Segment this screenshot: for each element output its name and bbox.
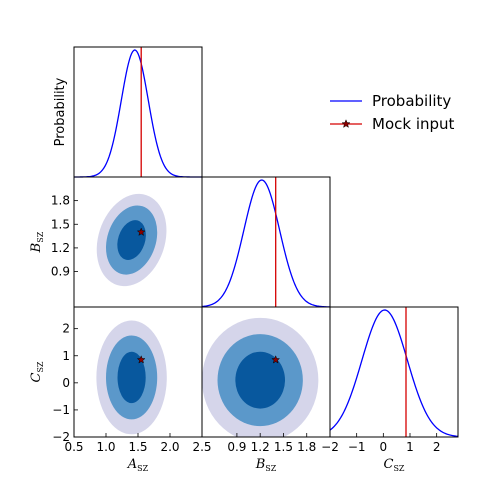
- y-axis-c: −2 −1 0 1 2: [52, 322, 78, 444]
- y-tick-label: 1.2: [51, 241, 70, 255]
- contour-panel-a-c: [73, 306, 203, 438]
- svg-text:BSZ: BSZ: [29, 231, 45, 253]
- legend-mock-input-label: Mock input: [372, 115, 455, 133]
- mock-input-star: [136, 355, 146, 364]
- x-axis-b: 0.9 1.2 1.5 1.8: [227, 433, 316, 454]
- svg-text:BSZ: BSZ: [255, 457, 277, 473]
- contour-panel-a-b: [73, 176, 203, 308]
- svg-text:CSZ: CSZ: [29, 361, 45, 382]
- mock-input-star: [136, 227, 146, 236]
- x-axis-label-c: CSZ: [384, 457, 405, 473]
- x-tick-label: −1: [348, 440, 366, 454]
- panel-frame: [329, 306, 459, 438]
- x-axis-a: 0.5 1.0 1.5 2.0 2.5: [64, 433, 212, 454]
- panel-frame: [201, 306, 331, 438]
- y-axis-label-b: BSZ: [29, 231, 45, 253]
- y-tick-label: 2: [62, 322, 70, 336]
- x-axis-label-a: ASZ: [127, 457, 149, 473]
- y-tick-label: −2: [52, 430, 70, 444]
- legend: Probability Mock input: [330, 92, 455, 133]
- x-tick-label: 1.2: [251, 440, 270, 454]
- x-tick-label: 2.0: [160, 440, 179, 454]
- x-tick-label: −2: [321, 440, 339, 454]
- probability-curve-a: [73, 49, 202, 178]
- contour-1sigma: [235, 351, 286, 409]
- contour-panel-b-c: [201, 306, 331, 438]
- diag-panel-c: [329, 306, 459, 438]
- y-axis-b: 0.9 1.2 1.5 1.8: [51, 194, 78, 279]
- x-tick-label: 1: [406, 440, 414, 454]
- y-tick-label: 1.5: [51, 217, 70, 231]
- y-tick-label: −1: [52, 403, 70, 417]
- contour-1sigma: [117, 220, 146, 260]
- x-tick-label: 0.9: [227, 440, 246, 454]
- x-tick-label: 0: [380, 440, 388, 454]
- y-tick-label: 1.8: [51, 194, 70, 208]
- svg-text:CSZ: CSZ: [384, 457, 405, 473]
- y-axis-label-c: CSZ: [29, 361, 45, 382]
- y-tick-label: 1: [62, 349, 70, 363]
- diag-ylabel: Probability: [53, 77, 68, 146]
- diag-panel-a: Probability: [53, 46, 203, 178]
- x-tick-label: 1.8: [297, 440, 316, 454]
- legend-probability-label: Probability: [372, 92, 451, 110]
- probability-curve-c: [329, 309, 459, 437]
- svg-text:ASZ: ASZ: [127, 457, 149, 473]
- x-tick-label: 0.5: [64, 440, 83, 454]
- legend-mock-input-star: [341, 119, 351, 128]
- panel-frame: [73, 46, 203, 178]
- panel-frame: [201, 176, 331, 308]
- x-tick-label: 1.0: [96, 440, 115, 454]
- x-axis-c: −2 −1 0 1 2: [321, 433, 440, 454]
- x-tick-label: 2: [433, 440, 441, 454]
- probability-curve-b: [201, 179, 331, 308]
- x-axis-label-b: BSZ: [255, 457, 277, 473]
- mock-input-star: [271, 355, 281, 364]
- x-tick-label: 2.5: [192, 440, 211, 454]
- diag-panel-b: [201, 176, 331, 308]
- x-tick-label: 1.5: [128, 440, 147, 454]
- y-tick-label: 0.9: [51, 265, 70, 279]
- x-tick-label: 1.5: [274, 440, 293, 454]
- y-tick-label: 0: [62, 376, 70, 390]
- contour-1sigma: [117, 351, 146, 404]
